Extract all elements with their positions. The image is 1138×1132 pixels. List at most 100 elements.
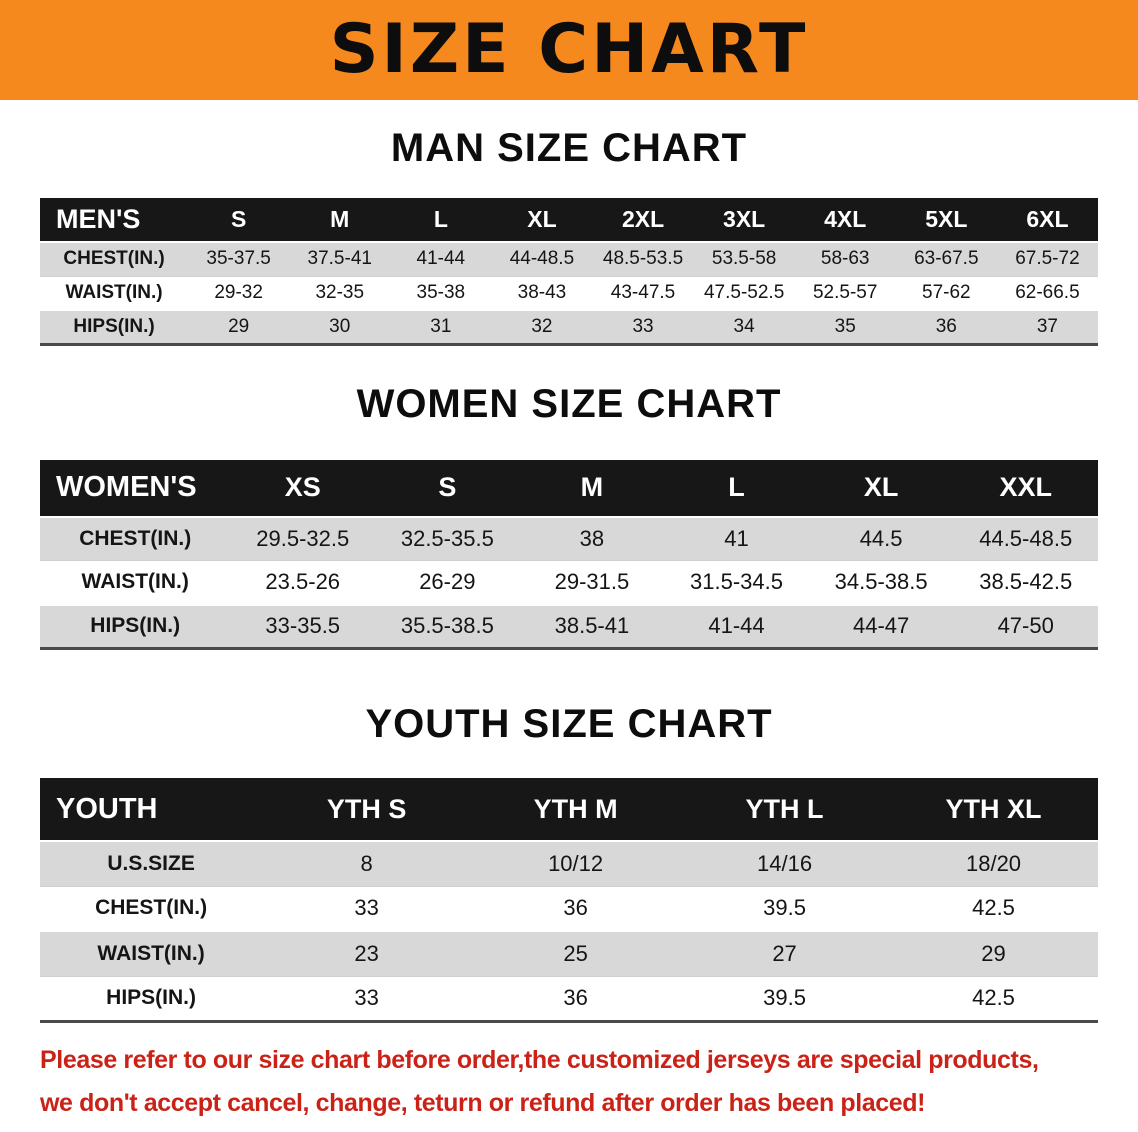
disclaimer-line-1: Please refer to our size chart before or… bbox=[40, 1045, 1039, 1074]
value-cell: 36 bbox=[895, 309, 997, 344]
value-cell: 35-38 bbox=[390, 275, 492, 310]
disclaimer-line-2: we don't accept cancel, change, teturn o… bbox=[40, 1089, 926, 1118]
size-column-header: 4XL bbox=[794, 198, 896, 242]
value-cell: 41 bbox=[664, 515, 809, 561]
youth-size-table: YOUTH YTH S YTH M YTH L YTH XL U.S.SIZE 8 10/12… bbox=[40, 778, 1098, 1023]
table-header-row: WOMEN'S XS S M L XL XXL bbox=[40, 459, 1098, 517]
size-column-header: L bbox=[664, 459, 809, 517]
disclaimer: Please refer to our size chart before or… bbox=[0, 1039, 1138, 1127]
value-cell: 29-32 bbox=[188, 275, 290, 310]
banner-title: SIZE CHART bbox=[329, 10, 809, 89]
value-cell: 23.5-26 bbox=[230, 560, 376, 605]
row-label-cell: WAIST(IN.) bbox=[40, 560, 231, 605]
value-cell: 18/20 bbox=[889, 840, 1098, 886]
value-cell: 34.5-38.5 bbox=[808, 560, 954, 605]
value-cell: 33 bbox=[592, 309, 694, 344]
value-cell: 42.5 bbox=[889, 975, 1098, 1021]
size-column-header: S bbox=[375, 459, 520, 517]
row-label-cell: U.S.SIZE bbox=[40, 840, 263, 886]
women-size-heading: WOMEN SIZE CHART bbox=[356, 381, 782, 426]
value-cell: 32-35 bbox=[289, 275, 391, 310]
size-column-header: YTH L bbox=[680, 778, 890, 841]
value-cell: 44-48.5 bbox=[491, 241, 593, 276]
value-cell: 39.5 bbox=[680, 975, 890, 1021]
value-cell: 10/12 bbox=[471, 840, 681, 886]
row-label-cell: WAIST(IN.) bbox=[40, 275, 189, 310]
value-cell: 29 bbox=[188, 309, 290, 344]
men-size-section: MAN SIZE CHART MEN'S S M L XL 2XL 3XL 4XL 5XL 6XL… bbox=[0, 128, 1138, 346]
value-cell: 38-43 bbox=[491, 275, 593, 310]
value-cell: 42.5 bbox=[889, 885, 1098, 931]
table-row: U.S.SIZE 8 10/12 14/16 18/20 bbox=[40, 840, 1098, 886]
value-cell: 63-67.5 bbox=[895, 241, 997, 276]
value-cell: 41-44 bbox=[664, 603, 809, 649]
value-cell: 58-63 bbox=[794, 241, 896, 276]
value-cell: 32 bbox=[491, 309, 593, 344]
row-label-cell: CHEST(IN.) bbox=[40, 515, 231, 561]
value-cell: 31.5-34.5 bbox=[664, 560, 809, 605]
size-column-header: YTH M bbox=[471, 778, 681, 841]
value-cell: 43-47.5 bbox=[592, 275, 694, 310]
value-cell: 47.5-52.5 bbox=[693, 275, 795, 310]
value-cell: 38.5-42.5 bbox=[953, 560, 1098, 605]
value-cell: 14/16 bbox=[680, 840, 890, 886]
value-cell: 32.5-35.5 bbox=[375, 515, 520, 561]
value-cell: 29 bbox=[889, 930, 1098, 976]
value-cell: 8 bbox=[262, 840, 472, 886]
size-column-header: YTH XL bbox=[889, 778, 1098, 841]
row-label-cell: HIPS(IN.) bbox=[40, 975, 263, 1021]
table-row: HIPS(IN.) 29 30 31 32 33 34 35 36 37 bbox=[40, 309, 1098, 344]
value-cell: 53.5-58 bbox=[693, 241, 795, 276]
value-cell: 39.5 bbox=[680, 885, 890, 931]
table-header-row: YOUTH YTH S YTH M YTH L YTH XL bbox=[40, 778, 1098, 841]
size-column-header: XL bbox=[808, 459, 954, 517]
men-size-heading: MAN SIZE CHART bbox=[390, 126, 748, 170]
value-cell: 35 bbox=[794, 309, 896, 344]
value-cell: 38.5-41 bbox=[519, 603, 665, 649]
table-row: WAIST(IN.) 23 25 27 29 bbox=[40, 930, 1098, 976]
value-cell: 36 bbox=[471, 885, 681, 931]
value-cell: 44-47 bbox=[808, 603, 954, 649]
size-column-header: M bbox=[289, 198, 391, 242]
table-row: CHEST(IN.) 33 36 39.5 42.5 bbox=[40, 885, 1098, 931]
size-column-header: 3XL bbox=[693, 198, 795, 242]
value-cell: 44.5-48.5 bbox=[953, 515, 1098, 561]
table-title-cell: WOMEN'S bbox=[40, 459, 231, 517]
row-label-cell: WAIST(IN.) bbox=[40, 930, 263, 976]
row-label-cell: CHEST(IN.) bbox=[40, 885, 263, 931]
table-row: HIPS(IN.) 33-35.5 35.5-38.5 38.5-41 41-44 44-… bbox=[40, 603, 1098, 649]
row-label-cell: CHEST(IN.) bbox=[40, 241, 189, 276]
value-cell: 44.5 bbox=[808, 515, 954, 561]
value-cell: 26-29 bbox=[375, 560, 520, 605]
women-size-table: WOMEN'S XS S M L XL XXL CHEST(IN.) 29.5-32.5 32.5… bbox=[40, 459, 1098, 650]
value-cell: 35-37.5 bbox=[188, 241, 290, 276]
value-cell: 25 bbox=[471, 930, 681, 976]
size-column-header: L bbox=[390, 198, 492, 242]
women-size-section: WOMEN SIZE CHART WOMEN'S XS S M L XL XXL CHEST(… bbox=[0, 381, 1138, 650]
value-cell: 47-50 bbox=[953, 603, 1098, 649]
value-cell: 38 bbox=[519, 515, 665, 561]
value-cell: 35.5-38.5 bbox=[375, 603, 520, 649]
value-cell: 41-44 bbox=[390, 241, 492, 276]
value-cell: 29.5-32.5 bbox=[230, 515, 376, 561]
value-cell: 23 bbox=[262, 930, 472, 976]
size-column-header: 2XL bbox=[592, 198, 694, 242]
value-cell: 57-62 bbox=[895, 275, 997, 310]
table-title-cell: MEN'S bbox=[40, 198, 189, 242]
value-cell: 33 bbox=[262, 885, 472, 931]
value-cell: 62-66.5 bbox=[996, 275, 1098, 310]
value-cell: 52.5-57 bbox=[794, 275, 896, 310]
size-column-header: YTH S bbox=[262, 778, 472, 841]
value-cell: 27 bbox=[680, 930, 890, 976]
size-column-header: XXL bbox=[953, 459, 1098, 517]
value-cell: 48.5-53.5 bbox=[592, 241, 694, 276]
value-cell: 34 bbox=[693, 309, 795, 344]
table-row: WAIST(IN.) 23.5-26 26-29 29-31.5 31.5-34.5 34… bbox=[40, 560, 1098, 605]
value-cell: 37.5-41 bbox=[289, 241, 391, 276]
value-cell: 37 bbox=[996, 309, 1098, 344]
value-cell: 36 bbox=[471, 975, 681, 1021]
row-label-cell: HIPS(IN.) bbox=[40, 309, 189, 344]
size-column-header: S bbox=[188, 198, 290, 242]
value-cell: 33-35.5 bbox=[230, 603, 376, 649]
